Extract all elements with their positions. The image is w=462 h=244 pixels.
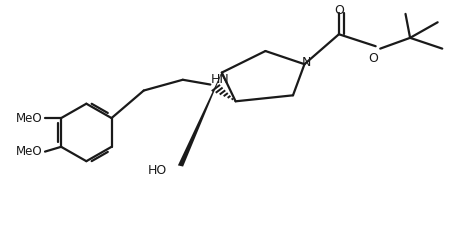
Text: MeO: MeO <box>16 112 43 125</box>
Text: O: O <box>334 4 344 18</box>
Text: HN: HN <box>210 73 229 86</box>
Text: O: O <box>368 52 378 65</box>
Text: HO: HO <box>147 164 167 177</box>
Text: MeO: MeO <box>16 145 43 158</box>
Text: N: N <box>302 57 311 70</box>
Polygon shape <box>178 72 222 167</box>
